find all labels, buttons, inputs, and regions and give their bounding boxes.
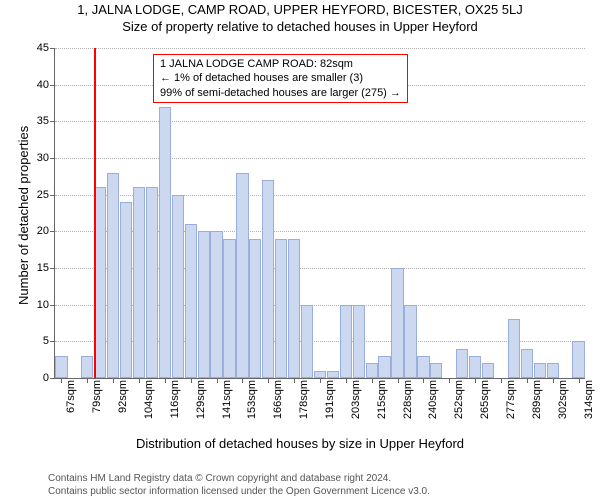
xtick-label: 228sqm — [402, 375, 414, 430]
xtick-mark — [449, 378, 450, 383]
ytick-label: 35 — [37, 115, 55, 127]
xtick-mark — [87, 378, 88, 383]
xtick-mark — [579, 378, 580, 383]
bar — [120, 202, 132, 378]
license-text: Contains HM Land Registry data © Crown c… — [48, 472, 430, 498]
ytick-label: 20 — [37, 225, 55, 237]
bar — [353, 305, 365, 378]
ytick-label: 0 — [43, 372, 55, 384]
xtick-label: 302sqm — [557, 375, 569, 430]
bar — [185, 224, 197, 378]
bar — [198, 231, 210, 378]
annotation-line: 99% of semi-detached houses are larger (… — [160, 86, 401, 100]
gridline — [55, 48, 585, 49]
xtick-mark — [294, 378, 295, 383]
bar — [521, 349, 533, 378]
annotation-line: ← 1% of detached houses are smaller (3) — [160, 71, 401, 85]
gridline — [55, 121, 585, 122]
bar — [210, 231, 222, 378]
xtick-label: 289sqm — [531, 375, 543, 430]
xtick-label: 314sqm — [583, 375, 595, 430]
xtick-label: 240sqm — [427, 375, 439, 430]
bar — [404, 305, 416, 378]
ytick-label: 10 — [37, 299, 55, 311]
xtick-label: 203sqm — [350, 375, 362, 430]
marker-line — [94, 48, 96, 378]
xtick-mark — [527, 378, 528, 383]
xtick-label: 141sqm — [221, 375, 233, 430]
bar — [107, 173, 119, 378]
ytick-label: 25 — [37, 189, 55, 201]
bar — [223, 239, 235, 378]
annotation-line: 1 JALNA LODGE CAMP ROAD: 82sqm — [160, 57, 401, 71]
xtick-label: 67sqm — [65, 375, 77, 430]
ytick-label: 30 — [37, 152, 55, 164]
xtick-mark — [191, 378, 192, 383]
license-line-1: Contains HM Land Registry data © Crown c… — [48, 472, 430, 485]
annotation-box: 1 JALNA LODGE CAMP ROAD: 82sqm← 1% of de… — [153, 54, 408, 103]
bar — [249, 239, 261, 378]
bar — [146, 187, 158, 378]
gridline — [55, 158, 585, 159]
xtick-label: 166sqm — [272, 375, 284, 430]
xtick-label: 104sqm — [143, 375, 155, 430]
xtick-label: 215sqm — [376, 375, 388, 430]
xtick-label: 129sqm — [195, 375, 207, 430]
bar — [508, 319, 520, 378]
ytick-label: 40 — [37, 79, 55, 91]
plot-area: 05101520253035404567sqm79sqm92sqm104sqm1… — [54, 48, 585, 379]
xtick-label: 277sqm — [505, 375, 517, 430]
page-title: 1, JALNA LODGE, CAMP ROAD, UPPER HEYFORD… — [0, 2, 600, 17]
xtick-mark — [501, 378, 502, 383]
bar — [288, 239, 300, 378]
page-subtitle: Size of property relative to detached ho… — [0, 19, 600, 34]
bar — [159, 107, 171, 378]
xtick-label: 178sqm — [298, 375, 310, 430]
xtick-mark — [139, 378, 140, 383]
bar — [236, 173, 248, 378]
xtick-mark — [242, 378, 243, 383]
xtick-mark — [372, 378, 373, 383]
xtick-label: 265sqm — [479, 375, 491, 430]
bar — [340, 305, 352, 378]
xtick-mark — [113, 378, 114, 383]
xtick-mark — [61, 378, 62, 383]
ytick-label: 15 — [37, 262, 55, 274]
xtick-mark — [553, 378, 554, 383]
y-axis-label: Number of detached properties — [16, 126, 31, 305]
ytick-label: 45 — [37, 42, 55, 54]
xtick-mark — [320, 378, 321, 383]
bar — [391, 268, 403, 378]
x-axis-label: Distribution of detached houses by size … — [0, 436, 600, 451]
xtick-label: 252sqm — [453, 375, 465, 430]
ytick-label: 5 — [43, 335, 55, 347]
bar — [172, 195, 184, 378]
license-line-2: Contains public sector information licen… — [48, 485, 430, 498]
xtick-label: 116sqm — [169, 375, 181, 430]
bar — [262, 180, 274, 378]
xtick-mark — [346, 378, 347, 383]
xtick-mark — [217, 378, 218, 383]
xtick-mark — [475, 378, 476, 383]
chart-container: 1, JALNA LODGE, CAMP ROAD, UPPER HEYFORD… — [0, 0, 600, 500]
xtick-label: 79sqm — [91, 375, 103, 430]
xtick-mark — [423, 378, 424, 383]
xtick-mark — [268, 378, 269, 383]
bar — [456, 349, 468, 378]
xtick-label: 92sqm — [117, 375, 129, 430]
xtick-label: 191sqm — [324, 375, 336, 430]
bar — [572, 341, 584, 378]
bar — [275, 239, 287, 378]
bar — [301, 305, 313, 378]
xtick-mark — [165, 378, 166, 383]
bar — [133, 187, 145, 378]
xtick-label: 153sqm — [246, 375, 258, 430]
xtick-mark — [398, 378, 399, 383]
